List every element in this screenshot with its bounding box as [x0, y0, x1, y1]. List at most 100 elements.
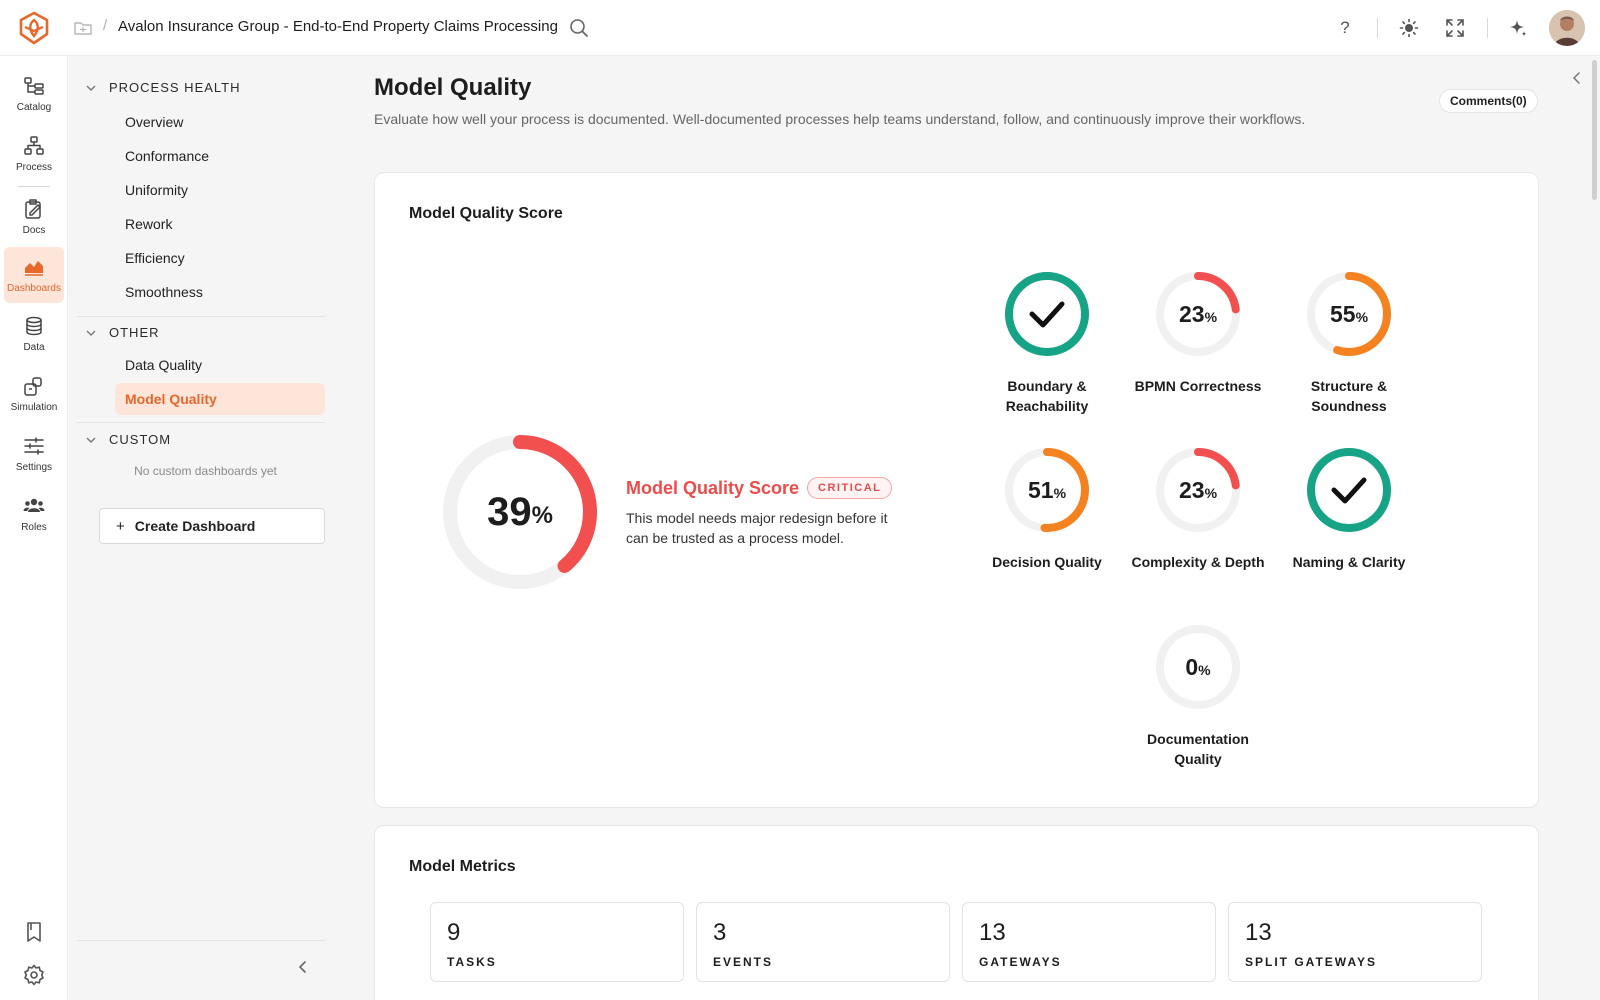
gauge-value: 0%	[1128, 621, 1268, 713]
nav-section-process-health[interactable]: PROCESS HEALTH	[85, 80, 241, 95]
nav-item-conformance[interactable]: Conformance	[125, 148, 210, 164]
nav-section-title: PROCESS HEALTH	[109, 80, 241, 95]
user-avatar[interactable]	[1549, 10, 1585, 46]
catalog-icon	[24, 77, 44, 95]
scrollbar-thumb[interactable]	[1592, 60, 1597, 200]
rail-label: Simulation	[10, 402, 58, 413]
gauge-structure-soundness: 55% Structure & Soundness	[1279, 268, 1419, 416]
nav-section-other[interactable]: OTHER	[85, 325, 160, 340]
rail-label: Catalog	[16, 102, 52, 113]
gauge-ring	[1156, 272, 1240, 356]
rail-item-catalog[interactable]: Catalog	[4, 66, 64, 122]
docs-icon	[25, 199, 41, 219]
nav-item-overview[interactable]: Overview	[125, 114, 184, 130]
gauge-bpmn-correctness: 23% BPMN Correctness	[1128, 268, 1268, 396]
help-button[interactable]: ?	[1333, 16, 1357, 40]
nav-item-rework[interactable]: Rework	[125, 216, 173, 232]
gauge-value: 55%	[1279, 268, 1419, 360]
breadcrumb-separator: /	[103, 17, 108, 34]
rail-label: Dashboards	[7, 283, 61, 294]
model-quality-score-card: Model Quality Score 39% Model Quality Sc…	[374, 172, 1539, 808]
avatar-icon	[1549, 10, 1585, 46]
comments-button[interactable]: Comments(0)	[1439, 89, 1538, 113]
rail-item-settings[interactable]: Settings	[4, 426, 64, 482]
nav-item-model-quality[interactable]: Model Quality	[115, 383, 325, 415]
nav-divider	[77, 940, 325, 941]
folder-icon[interactable]	[73, 18, 93, 38]
metric-value: 13	[1245, 919, 1272, 946]
gauge-value: 23%	[1128, 268, 1268, 360]
nav-item-uniformity[interactable]: Uniformity	[125, 182, 189, 198]
collapse-sidebar-icon[interactable]	[293, 957, 313, 977]
gauge-boundary-reachability: Boundary & Reachability	[977, 268, 1117, 416]
metric-value: 9	[447, 919, 461, 946]
rail-item-process[interactable]: Process	[4, 126, 64, 182]
metric-gateways: 13 GATEWAYS	[962, 902, 1216, 982]
nav-item-smoothness[interactable]: Smoothness	[125, 284, 203, 300]
divider	[1487, 18, 1488, 38]
overall-score-value: 39%	[439, 431, 601, 593]
metric-events: 3 EVENTS	[696, 902, 950, 982]
theme-toggle-button[interactable]	[1397, 16, 1421, 40]
gauge-ring	[1156, 448, 1240, 532]
status-badge: CRITICAL	[807, 477, 893, 499]
nav-item-efficiency[interactable]: Efficiency	[125, 250, 185, 266]
rail-label: Settings	[15, 462, 53, 473]
gauge-label: Structure & Soundness	[1310, 378, 1388, 414]
process-icon	[24, 136, 44, 155]
gauge-ring	[1005, 448, 1089, 532]
nav-section-custom[interactable]: CUSTOM	[85, 432, 171, 447]
rail-item-simulation[interactable]: Simulation	[4, 366, 64, 422]
checkmark-icon	[1331, 477, 1367, 504]
gauge-fill	[443, 435, 597, 589]
score-description: This model needs major redesign before i…	[626, 510, 888, 546]
no-custom-dashboards-text: No custom dashboards yet	[134, 464, 277, 478]
create-dashboard-button[interactable]: + Create Dashboard	[99, 508, 325, 544]
gear-icon[interactable]	[22, 963, 46, 987]
rail-item-data[interactable]: Data	[4, 306, 64, 362]
gauge-label: Boundary & Reachability	[1005, 378, 1089, 414]
gauge-ring	[1156, 625, 1240, 709]
rail-item-docs[interactable]: Docs	[4, 189, 64, 245]
gauge-ring	[1307, 272, 1391, 356]
help-icon: ?	[1340, 18, 1350, 37]
dashboards-icon	[25, 261, 43, 276]
expand-icon	[1446, 19, 1464, 37]
ai-assistant-button[interactable]	[1506, 16, 1530, 40]
fullscreen-button[interactable]	[1443, 16, 1467, 40]
overall-score-gauge	[443, 435, 597, 589]
nav-divider	[77, 422, 325, 423]
sun-icon	[1399, 18, 1419, 38]
gauge-number: 51	[1027, 476, 1054, 503]
rail-divider	[18, 186, 50, 187]
gauge-fill	[1156, 272, 1240, 356]
gauge-decision-quality: 51% Decision Quality	[977, 444, 1117, 572]
nav-section-title: CUSTOM	[109, 432, 172, 447]
page-title: Model Quality	[374, 74, 532, 101]
percent-sign: %	[1204, 309, 1218, 325]
rail-item-dashboards[interactable]: Dashboards	[4, 247, 64, 303]
rail-item-roles[interactable]: Roles	[4, 486, 64, 542]
score-heading: Model Quality Score CRITICAL	[626, 477, 893, 499]
search-icon[interactable]	[568, 17, 590, 39]
model-metrics-card: Model Metrics 9 TASKS 3 EVENTS 13 GATEWA…	[374, 825, 1539, 1000]
rail-label: Data	[23, 342, 45, 353]
metric-label: EVENTS	[713, 955, 774, 969]
nav-item-data-quality[interactable]: Data Quality	[125, 357, 203, 373]
bookmark-icon[interactable]	[22, 920, 46, 944]
gauge-value: 51%	[977, 444, 1117, 536]
app-logo-icon[interactable]	[16, 10, 52, 46]
gauge-fill	[1307, 272, 1391, 356]
gauge-label: Complexity & Depth	[1131, 554, 1265, 570]
chevron-down-icon	[86, 437, 96, 443]
chevron-left-icon[interactable]	[1568, 69, 1586, 87]
gauge-ring	[1005, 272, 1089, 356]
gauge-label: Documentation Quality	[1147, 731, 1249, 767]
metric-value: 3	[713, 919, 727, 946]
process-title-breadcrumb[interactable]: Avalon Insurance Group - End-to-End Prop…	[118, 18, 558, 35]
gauge-fill	[1005, 448, 1089, 532]
gauge-track	[1156, 625, 1240, 709]
sparkle-icon	[1510, 20, 1527, 37]
main-content: Model Quality Evaluate how well your pro…	[331, 56, 1600, 1000]
metric-label: TASKS	[447, 955, 497, 969]
